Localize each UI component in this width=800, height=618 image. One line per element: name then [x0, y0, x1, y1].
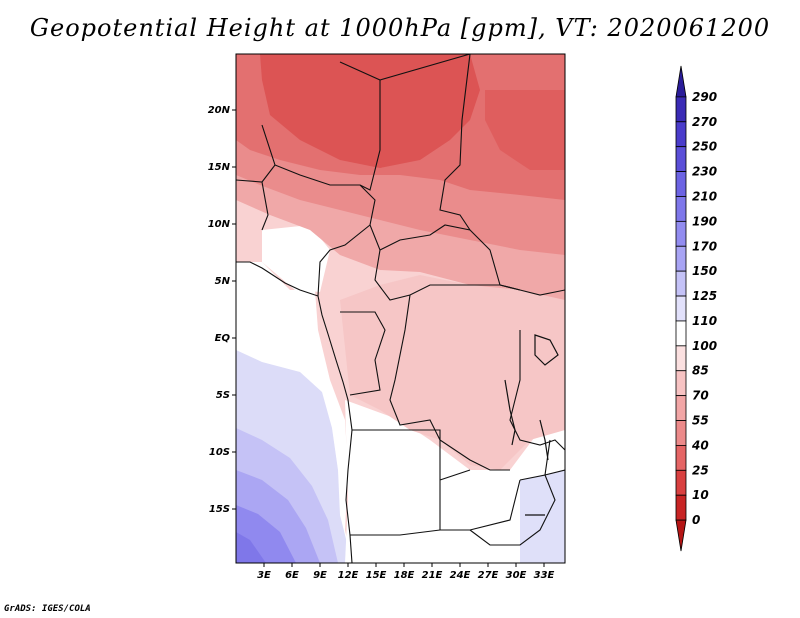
colorbar-label: 150 [692, 264, 717, 278]
colorbar-segment [675, 445, 687, 471]
colorbar-label: 110 [692, 314, 717, 328]
colorbar-segment [675, 395, 687, 421]
colorbar-label: 190 [692, 214, 717, 228]
lon-label: 9E [313, 570, 327, 581]
colorbar-label: 210 [692, 189, 717, 203]
lake-malawi [539, 419, 549, 461]
field-red-4 [260, 54, 480, 168]
colorbar-segment [675, 370, 687, 397]
field-red-east [485, 90, 565, 170]
lakes [504, 334, 559, 516]
colorbar-segment [675, 96, 687, 123]
colorbar-segment [675, 171, 687, 197]
lat-label: 15S [209, 504, 230, 515]
lake-tanganyika [504, 379, 516, 446]
geopotential-field [236, 54, 565, 563]
lat-label: 5N [215, 276, 231, 287]
colorbar-label: 70 [692, 389, 709, 403]
border-libya-chad [339, 61, 381, 191]
colorbar-label: 125 [692, 289, 717, 303]
map-title: Geopotential Height at 1000hPa [gpm], VT… [29, 14, 771, 42]
lon-label: 24E [450, 570, 471, 581]
lon-label: 6E [285, 570, 299, 581]
lon-label: 21E [422, 570, 443, 581]
border-southsudan [499, 284, 565, 296]
colorbar-label: 55 [692, 414, 709, 428]
colorbar-segment [675, 320, 687, 347]
colorbar-label: 250 [692, 140, 717, 154]
colorbar: 2902702502302101901701501251101008570554… [675, 65, 717, 552]
border-sudan [379, 54, 471, 231]
colorbar-label: 100 [692, 339, 717, 353]
lat-label: 10S [209, 447, 230, 458]
colorbar-label: 25 [692, 463, 709, 477]
lon-label: 27E [478, 570, 499, 581]
colorbar-segment [675, 220, 687, 247]
colorbar-label: 270 [692, 115, 717, 129]
border-niger-nigeria [236, 164, 276, 231]
latitude-axis: 20N 15N 10N 5N EQ 5S 10S 15S [208, 105, 236, 515]
map-frame [235, 53, 566, 564]
colorbar-label: 85 [692, 364, 709, 378]
colorbar-segment [675, 270, 687, 297]
field-blue-4 [236, 532, 266, 563]
lon-label: 18E [394, 570, 415, 581]
colorbar-segment [675, 121, 687, 148]
coastline [236, 261, 353, 563]
lake-victoria [534, 334, 559, 366]
field-se-blue [520, 470, 565, 563]
colorbar-label: 0 [692, 513, 700, 527]
colorbar-segment [675, 345, 687, 372]
border-sahel [261, 124, 501, 286]
colorbar-segment [675, 196, 687, 222]
grads-credit: GrADS: IGES/COLA [4, 604, 91, 614]
lat-label: EQ [215, 333, 231, 344]
colorbar-label: 290 [692, 90, 717, 104]
lat-label: 15N [208, 162, 231, 173]
border-malawi [519, 439, 551, 481]
colorbar-segment [675, 295, 687, 322]
lon-label: 12E [338, 570, 359, 581]
colorbar-segment [675, 245, 687, 272]
lat-label: 10N [208, 219, 231, 230]
colorbar-label: 170 [692, 239, 717, 253]
borders [236, 54, 565, 563]
border-great-lakes [509, 330, 565, 451]
colorbar-segment [675, 146, 687, 172]
colorbar-label: 40 [691, 438, 709, 452]
colorbar-segment [675, 519, 687, 552]
field-south-white [345, 400, 565, 563]
border-drc [389, 294, 510, 471]
lon-label: 33E [534, 570, 555, 581]
lon-label: 3E [257, 570, 271, 581]
longitude-axis: 3E 6E 9E 12E 15E 18E 21E 24E 27E 30E 33E [257, 563, 555, 581]
border-car [374, 249, 521, 301]
colorbar-label: 10 [692, 488, 709, 502]
lat-label: 5S [216, 390, 230, 401]
field-gulf-white [262, 225, 330, 292]
lat-label: 20N [208, 105, 231, 116]
lon-label: 15E [366, 570, 387, 581]
field-central [340, 275, 565, 470]
colorbar-label: 230 [692, 165, 717, 179]
border-cameroon [317, 224, 371, 297]
lon-label: 30E [506, 570, 527, 581]
colorbar-segment [675, 469, 687, 496]
colorbar-segment [675, 65, 687, 98]
border-congo [340, 311, 386, 396]
colorbar-segment [675, 420, 687, 446]
colorbar-segment [675, 494, 687, 521]
